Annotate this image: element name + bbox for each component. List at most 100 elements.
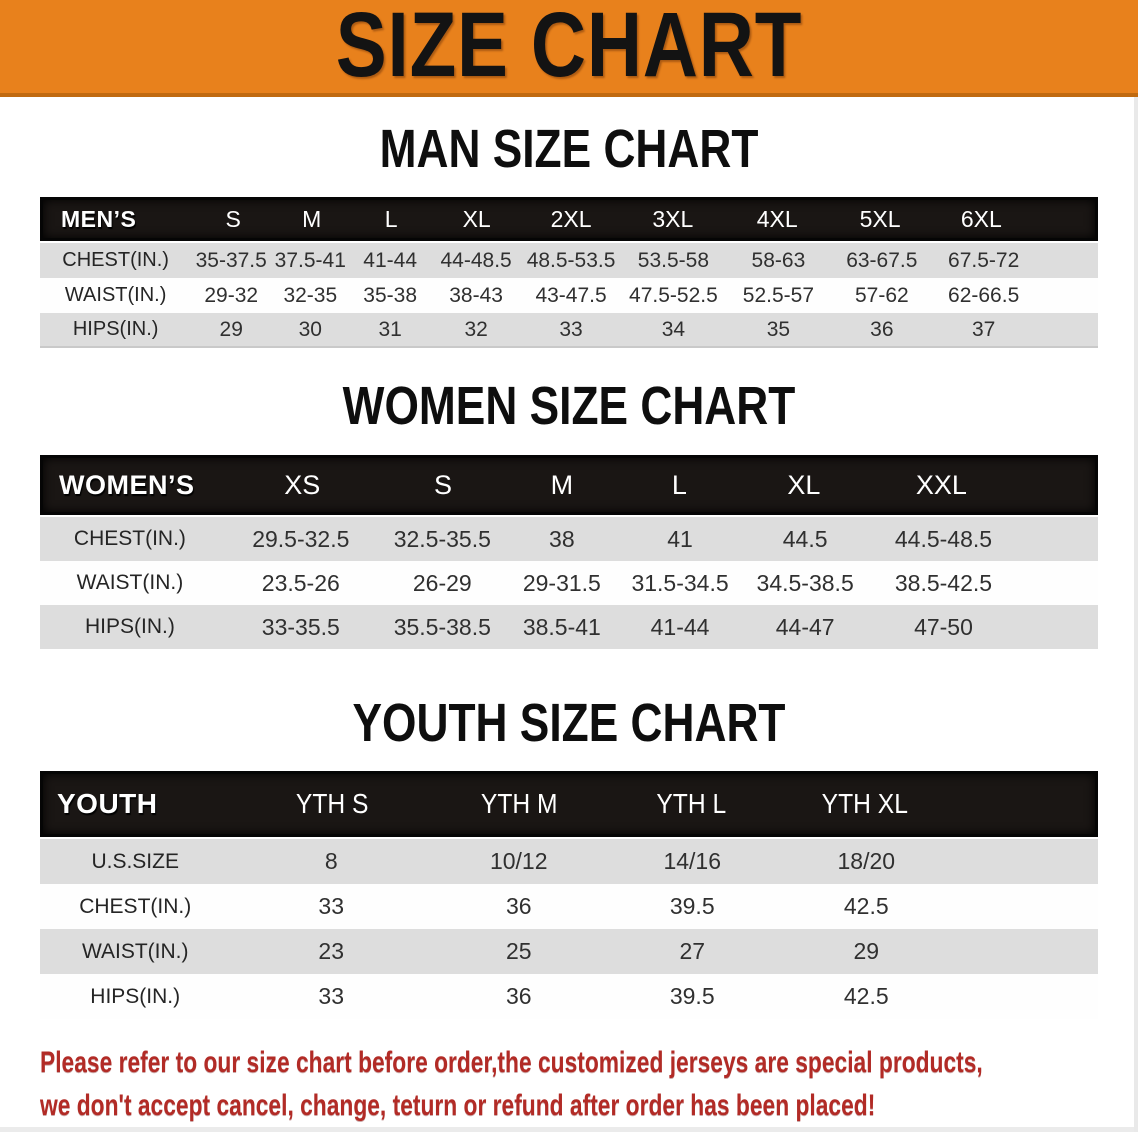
value-cell: 38.5-41 [522,613,601,640]
row-label-cell: CHEST(IN.) [73,527,186,550]
value-cell: 42.5 [843,983,889,1009]
column-header-cell: YTH L [656,788,727,819]
value-cell: 44-47 [775,613,835,640]
note-line-2: we don't accept cancel, change, teturn o… [40,1089,876,1122]
value-cell: 23.5-26 [261,569,340,596]
banner: SIZE CHART [0,0,1138,97]
row-label-cell: HIPS(IN.) [90,984,181,1008]
value-cell: 27 [679,938,706,964]
value-cell: 8 [324,848,338,874]
men-table-header-row: MEN’S S M L XL 2XL 3XL 4XL 5XL 6XL [40,197,1098,241]
column-header-cell: 5XL [859,205,901,232]
women-section-title-text: WOMEN SIZE CHART [342,376,796,436]
value-cell: 38 [549,525,575,552]
value-cell: 39.5 [669,893,715,919]
value-cell: 29-31.5 [522,569,601,596]
value-cell: 29.5-32.5 [252,525,350,552]
youth-table-corner-header: YOUTH [57,788,158,819]
youth-table-header-row: YOUTH YTH S YTH M YTH L YTH XL [40,771,1098,837]
value-cell: 10/12 [489,848,548,874]
value-cell: 47.5-52.5 [629,283,718,307]
youth-section-title-text: YOUTH SIZE CHART [352,693,786,753]
value-cell: 32-35 [283,283,338,307]
column-header-cell: L [671,469,687,500]
value-cell: 63-67.5 [846,248,918,272]
table-row-chest: CHEST(IN.) 33 36 39.5 42.5 [40,884,1098,929]
value-cell: 33 [318,983,344,1009]
row-label-cell: WAIST(IN.) [81,939,189,963]
row-label-cell: HIPS(IN.) [72,318,159,340]
women-size-table: WOMEN’S XS S M L XL XXL CHEST(IN.) 29.5-… [40,455,1098,649]
column-header-cell: 2XL [550,205,592,232]
table-row-chest: CHEST(IN.) 29.5-32.5 32.5-35.5 38 41 44.… [40,517,1098,561]
value-cell: 32.5-35.5 [393,525,491,552]
column-header-cell: 3XL [652,205,694,232]
men-section-title-text: MAN SIZE CHART [379,119,759,179]
section-men: MAN SIZE CHART MEN’S S M L XL 2XL 3XL 4X… [0,119,1138,348]
value-cell: 14/16 [663,848,722,874]
value-cell: 37.5-41 [274,248,346,272]
value-cell: 34.5-38.5 [756,569,854,596]
value-cell: 35.5-38.5 [393,613,491,640]
value-cell: 33 [318,893,344,919]
section-women: WOMEN SIZE CHART WOMEN’S XS S M L XL XXL… [0,376,1138,649]
row-label-cell: CHEST(IN.) [62,249,169,271]
column-header-cell: S [225,205,241,232]
youth-size-table: YOUTH YTH S YTH M YTH L YTH XL U.S.SIZE … [40,771,1098,1019]
value-cell: 37 [971,317,996,341]
youth-section-title: YOUTH SIZE CHART [0,693,1138,753]
men-table-corner-header: MEN’S [61,205,137,232]
value-cell: 36 [505,893,532,919]
column-header-cell: 4XL [756,205,798,232]
value-cell: 62-66.5 [948,283,1020,307]
value-cell: 39.5 [669,983,715,1009]
value-cell: 26-29 [412,569,472,596]
value-cell: 57-62 [854,283,909,307]
value-cell: 44-48.5 [440,248,512,272]
column-header-cell: S [434,469,453,500]
value-cell: 44.5-48.5 [894,525,993,552]
value-cell: 34 [661,317,686,341]
column-header-cell: YTH XL [821,788,908,819]
men-size-table: MEN’S S M L XL 2XL 3XL 4XL 5XL 6XL CHEST… [40,197,1098,348]
column-header-cell: YTH M [480,788,558,819]
column-header-cell: M [550,469,574,500]
column-header-cell: M [302,205,322,232]
women-section-title: WOMEN SIZE CHART [0,376,1138,436]
value-cell: 29-32 [204,283,259,307]
value-cell: 30 [298,317,322,341]
value-cell: 35-37.5 [195,248,267,272]
value-cell: 18/20 [837,848,896,874]
men-section-title: MAN SIZE CHART [0,119,1138,179]
table-row-waist: WAIST(IN.) 23 25 27 29 [40,929,1098,974]
footer-note: Please refer to our size chart before or… [40,1041,1138,1127]
value-cell: 58-63 [751,248,806,272]
value-cell: 38-43 [449,283,503,307]
column-header-cell: XXL [915,469,967,500]
value-cell: 25 [505,938,532,964]
table-row-waist: WAIST(IN.) 23.5-26 26-29 29-31.5 31.5-34… [40,561,1098,605]
value-cell: 35 [766,317,791,341]
value-cell: 33-35.5 [261,613,340,640]
column-header-cell: XL [462,205,491,232]
table-row-hips: HIPS(IN.) 33-35.5 35.5-38.5 38.5-41 41-4… [40,605,1098,649]
section-youth: YOUTH SIZE CHART YOUTH YTH S YTH M YTH L… [0,693,1138,1019]
table-row-chest: CHEST(IN.) 35-37.5 37.5-41 41-44 44-48.5… [40,243,1098,278]
column-header-cell: XS [284,469,321,500]
value-cell: 41-44 [363,248,418,272]
value-cell: 52.5-57 [742,283,815,307]
value-cell: 53.5-58 [637,248,710,272]
value-cell: 33 [559,317,583,341]
value-cell: 31.5-34.5 [631,569,729,596]
column-header-cell: YTH S [296,788,369,819]
value-cell: 43-47.5 [535,283,607,307]
table-row-us-size: U.S.SIZE 8 10/12 14/16 18/20 [40,839,1098,884]
column-header-cell: XL [787,469,821,500]
value-cell: 44.5 [782,525,828,552]
table-row-hips: HIPS(IN.) 29 30 31 32 33 34 35 36 37 [40,313,1098,348]
value-cell: 41-44 [650,613,710,640]
value-cell: 41 [667,525,693,552]
note-line-1: Please refer to our size chart before or… [40,1046,983,1079]
value-cell: 47-50 [914,613,973,640]
value-cell: 42.5 [843,893,889,919]
